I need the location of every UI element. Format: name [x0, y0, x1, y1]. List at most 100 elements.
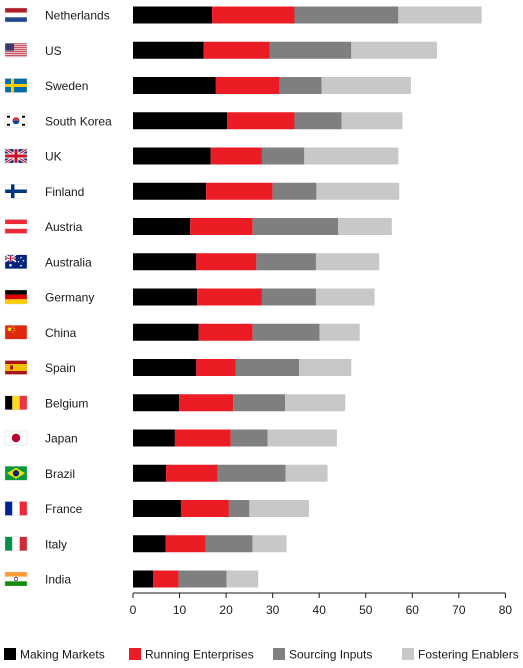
category-label: Belgium	[45, 396, 88, 410]
bar-segment	[133, 464, 167, 482]
bar-segment	[174, 429, 231, 447]
bar-segment	[294, 112, 342, 130]
bar-segment	[398, 6, 482, 24]
italy-flag-icon	[4, 536, 28, 551]
bar-segment	[133, 359, 197, 376]
x-tick-label: 10	[173, 603, 187, 617]
south-korea-flag-icon	[4, 113, 28, 128]
legend-item: Making Markets	[4, 648, 105, 662]
x-tick-label: 70	[452, 603, 466, 617]
us-flag-icon	[4, 43, 28, 58]
bar-segment	[227, 112, 295, 130]
finland-flag-icon	[4, 184, 28, 199]
bar-segment	[261, 147, 305, 165]
bar-segment	[228, 500, 250, 517]
legend-label: Fostering Enablers	[418, 648, 519, 662]
bar-segment	[133, 182, 207, 200]
bar-segment	[294, 6, 399, 24]
category-labels: Netherlands US Sweden South Korea UK Finland A…	[45, 9, 112, 587]
bar-segment	[249, 500, 309, 517]
legend: Making Markets Running Enterprises Sourcin…	[4, 648, 519, 662]
bar-segment	[133, 147, 211, 165]
bar-segment	[133, 570, 154, 588]
bar-segment	[252, 218, 339, 235]
bar-segment	[180, 500, 229, 517]
bar-segment	[206, 182, 273, 200]
x-axis: 0 10 20 30 40 50 60 70 80	[130, 592, 513, 617]
bar-segment	[153, 570, 179, 588]
category-label: France	[45, 502, 83, 516]
bar-segment	[321, 77, 411, 94]
bar-segment	[133, 253, 197, 271]
category-label: China	[45, 326, 77, 340]
bar-segment	[341, 112, 403, 130]
japan-flag-icon	[4, 430, 28, 446]
legend-item: Running Enterprises	[129, 648, 254, 662]
bar-segment	[319, 323, 360, 341]
bar-segment	[133, 394, 180, 412]
uk-flag-icon	[4, 148, 28, 164]
x-tick-label: 80	[499, 603, 513, 617]
legend-swatch	[129, 648, 141, 660]
legend-item: Fostering Enablers	[402, 648, 519, 662]
category-label: Brazil	[45, 467, 75, 481]
bar-segment	[217, 464, 286, 482]
category-label: Finland	[45, 185, 84, 199]
x-tick-label: 20	[219, 603, 233, 617]
bar-segment	[304, 147, 399, 165]
category-label: Netherlands	[45, 9, 110, 23]
category-label: India	[45, 573, 71, 587]
legend-label: Sourcing Inputs	[289, 648, 372, 662]
china-flag-icon	[4, 325, 28, 340]
category-label: Spain	[45, 361, 76, 375]
bar-segment	[203, 41, 270, 59]
bar-segment	[256, 253, 316, 271]
category-label: Italy	[45, 537, 67, 551]
sweden-flag-icon	[4, 78, 28, 93]
bar-segment	[133, 323, 199, 341]
bar-segment	[179, 394, 234, 412]
bar-segment	[133, 500, 181, 517]
bar-segment	[133, 429, 175, 447]
france-flag-icon	[4, 501, 28, 516]
bars	[133, 6, 482, 588]
brazil-flag-icon	[4, 466, 28, 481]
bar-segment	[285, 464, 328, 482]
bar-segment	[230, 429, 268, 447]
bar-segment	[178, 570, 227, 588]
legend-label: Making Markets	[20, 648, 105, 662]
bar-segment	[133, 41, 204, 59]
bar-segment	[133, 6, 213, 24]
bar-segment	[299, 359, 352, 376]
x-tick-label: 40	[313, 603, 327, 617]
bar-segment	[315, 288, 375, 306]
australia-flag-icon	[4, 254, 28, 269]
bar-segment	[252, 323, 320, 341]
x-tick-label: 50	[359, 603, 373, 617]
bar-segment	[269, 41, 352, 59]
x-tick-label: 60	[406, 603, 420, 617]
bar-segment	[315, 253, 380, 271]
legend-label: Running Enterprises	[145, 648, 254, 662]
bar-segment	[233, 394, 286, 412]
flag-icons	[4, 7, 28, 587]
category-label: Australia	[45, 255, 92, 269]
bar-segment	[205, 535, 253, 553]
category-label: Austria	[45, 220, 83, 234]
bar-segment	[285, 394, 346, 412]
bar-segment	[133, 535, 166, 553]
bar-segment	[272, 182, 317, 200]
bar-segment	[166, 464, 218, 482]
spain-flag-icon	[4, 360, 28, 375]
belgium-flag-icon	[4, 395, 28, 410]
category-label: Sweden	[45, 79, 88, 93]
austria-flag-icon	[4, 219, 28, 234]
bar-segment	[351, 41, 437, 59]
category-label: Germany	[45, 291, 94, 305]
bar-segment	[267, 429, 337, 447]
bar-segment	[133, 112, 228, 130]
bar-segment	[212, 6, 295, 24]
legend-swatch	[4, 648, 16, 660]
bar-segment	[215, 77, 280, 94]
